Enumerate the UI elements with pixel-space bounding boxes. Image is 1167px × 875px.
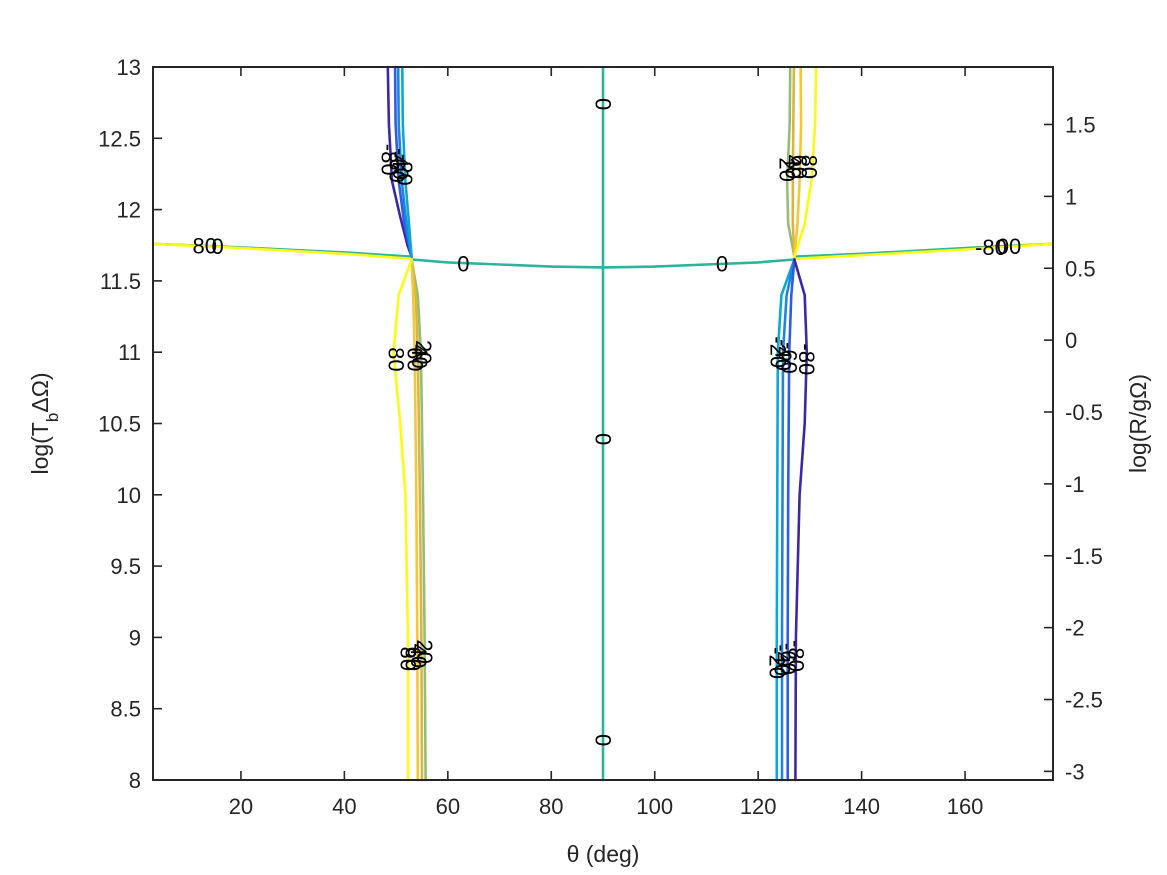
- contour-label: 0: [591, 734, 616, 746]
- y-left-tick-label: 11: [118, 340, 141, 365]
- contour-label: -40: [769, 644, 794, 676]
- x-tick-label: 40: [332, 794, 356, 819]
- y-right-tick-label: -1.5: [1065, 544, 1103, 569]
- x-axis-label: θ (deg): [567, 841, 640, 867]
- contour-label: 80: [796, 155, 821, 179]
- contour-label: 20: [412, 639, 437, 663]
- contour-label: -80: [975, 235, 1007, 260]
- contour-label: -80: [376, 144, 401, 176]
- contour-line-level-neg60: [393, 65, 413, 258]
- y-axis-right-label: log(R/gΩ): [1125, 374, 1151, 473]
- y-right-tick-label: -2.5: [1065, 688, 1103, 713]
- contour-label: -40: [771, 339, 796, 371]
- contour-label: 0: [716, 251, 728, 276]
- contour-line-level-80: [793, 242, 1055, 261]
- contour-label: 60: [403, 347, 428, 371]
- contour-line-level-60: [410, 258, 420, 782]
- y-left-tick-label: 10.5: [98, 412, 141, 437]
- y-left-tick-label: 12: [117, 198, 141, 223]
- contour-line-level-neg20: [775, 258, 796, 782]
- y-right-tick-label: -2: [1065, 616, 1085, 641]
- x-tick-label: 120: [740, 794, 777, 819]
- y-right-tick-label: -3: [1065, 759, 1085, 784]
- contour-line-level-neg40: [396, 65, 413, 258]
- y-axis-right-ticks: -3 -2.5 -2 -1.5 -1 -0.5 0 0.5 1 1.5: [1044, 113, 1103, 784]
- y-left-tick-label: 12.5: [98, 126, 141, 151]
- contour-label: 80: [192, 233, 216, 258]
- contour-line-level-neg60: [786, 258, 796, 782]
- y-left-tick-label: 13: [117, 55, 141, 80]
- x-tick-label: 140: [843, 794, 880, 819]
- contour-line-level-40: [410, 258, 424, 782]
- y-right-tick-label: -1: [1065, 472, 1085, 497]
- y-right-tick-label: 0: [1065, 328, 1077, 353]
- contour-label: -80: [783, 640, 808, 672]
- contour-line-level-neg80: [793, 258, 809, 782]
- contour-line-level-neg40: [780, 258, 796, 782]
- contour-label: -20: [765, 336, 790, 368]
- contour-label: 80: [396, 647, 421, 671]
- y-right-tick-label: 1: [1065, 184, 1077, 209]
- contour-label: -40: [388, 148, 413, 180]
- contour-label: 0: [457, 251, 469, 276]
- contour-label: -60: [776, 643, 801, 675]
- y-left-tick-label: 9.5: [110, 554, 141, 579]
- contour-line-level-60: [793, 65, 803, 258]
- contour-label: 00: [997, 234, 1021, 259]
- y-right-tick-label: -0.5: [1065, 400, 1103, 425]
- y-axis-left-label: log(TbΔΩ): [27, 372, 62, 474]
- x-tick-label: 20: [229, 794, 253, 819]
- y-left-tick-label: 9: [129, 625, 141, 650]
- y-left-tick-label: 11.5: [100, 269, 141, 294]
- y-right-tick-label: 0.5: [1065, 256, 1096, 281]
- y-left-tick-label: 8: [129, 768, 141, 793]
- contour-line-level-80: [151, 242, 413, 261]
- y-left-tick-label: 8.5: [110, 697, 141, 722]
- contour-line-level-20: [410, 258, 427, 782]
- contour-label: 40: [407, 344, 432, 368]
- x-tick-label: 160: [947, 794, 984, 819]
- contour-line-level-neg80: [386, 65, 413, 258]
- contour-label: 40: [406, 644, 431, 668]
- contour-label: 80: [384, 347, 409, 371]
- contour-line-level-20: [785, 65, 796, 258]
- y-left-tick-label: 10: [117, 483, 141, 508]
- x-tick-label: 60: [436, 794, 460, 819]
- contour-label: 40: [780, 155, 805, 179]
- contour-label: -60: [777, 342, 802, 374]
- contour-label: 60: [787, 155, 812, 179]
- x-tick-label: 80: [539, 794, 563, 819]
- contour-label: -80: [794, 343, 819, 375]
- contour-label: 0: [591, 433, 616, 445]
- contour-label: 20: [775, 157, 800, 181]
- x-tick-label: 100: [636, 794, 673, 819]
- contour-label: 0: [591, 98, 616, 110]
- contour-label: 20: [411, 340, 436, 364]
- contour-label: -20: [392, 154, 417, 186]
- y-axis-left-ticks: 8 8.5 9 9.5 10 10.5 11 11.5 12 12.5 13: [98, 55, 162, 793]
- y-right-tick-label: 1.5: [1065, 113, 1096, 138]
- contour-label: 60: [401, 647, 426, 671]
- contour-line-level-80: [793, 65, 818, 258]
- contour-line-level-0: [410, 258, 796, 269]
- contour-line-level-neg20: [401, 65, 413, 258]
- contour-label: -60: [385, 151, 410, 183]
- contour-label: -20: [764, 647, 789, 679]
- contour-line-level-40: [791, 65, 796, 258]
- x-axis-ticks: 20 40 60 80 100 120 140 160: [229, 67, 984, 819]
- contour-line-level-80: [392, 258, 413, 782]
- contour-lines: [151, 65, 1055, 782]
- contour-label: 0: [212, 234, 224, 259]
